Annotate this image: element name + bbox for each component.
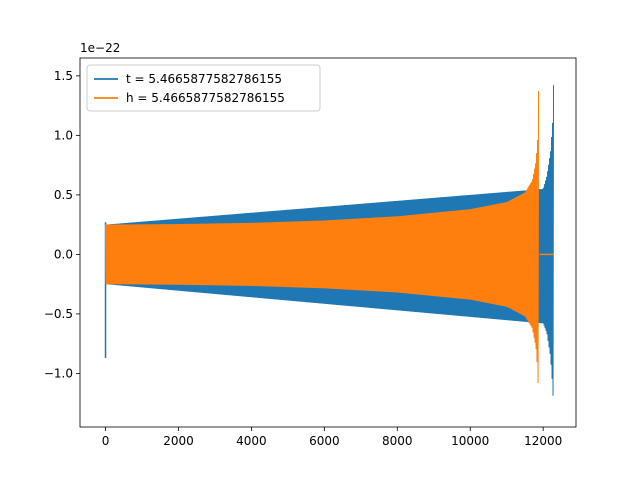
- x-tick-label-5: 10000: [451, 434, 489, 448]
- series-line-1: [105, 91, 540, 384]
- axes: [79, 57, 577, 428]
- legend-label-1: h = 5.4665877582786155: [126, 91, 285, 105]
- y-tick-label-1: −0.5: [44, 307, 73, 321]
- x-tick-label-0: 0: [102, 434, 110, 448]
- ticks: 0 2000 4000 6000 8000 10000 12000 −1.0 −0.5 0.0 0.…: [44, 69, 562, 448]
- x-tick-label-3: 6000: [309, 434, 340, 448]
- y-tick-label-3: 0.5: [54, 188, 73, 202]
- x-tick-label-2: 4000: [236, 434, 267, 448]
- y-tick-label-5: 1.5: [54, 69, 73, 83]
- legend-box: [86, 64, 321, 112]
- x-tick-label-4: 8000: [382, 434, 413, 448]
- y-tick-label-2: 0.0: [54, 247, 73, 261]
- y-tick-label-0: −1.0: [44, 366, 73, 380]
- x-tick-label-1: 2000: [163, 434, 194, 448]
- y-tick-label-4: 1.0: [54, 128, 73, 142]
- x-tick-label-6: 12000: [524, 434, 562, 448]
- plot-area: [104, 85, 555, 396]
- legend-label-0: t = 5.4665877582786155: [126, 72, 282, 86]
- legend: t = 5.4665877582786155 h = 5.466587758278…: [86, 64, 321, 112]
- y-offset-label: 1e−22: [80, 41, 120, 55]
- axes-frame: [79, 57, 577, 428]
